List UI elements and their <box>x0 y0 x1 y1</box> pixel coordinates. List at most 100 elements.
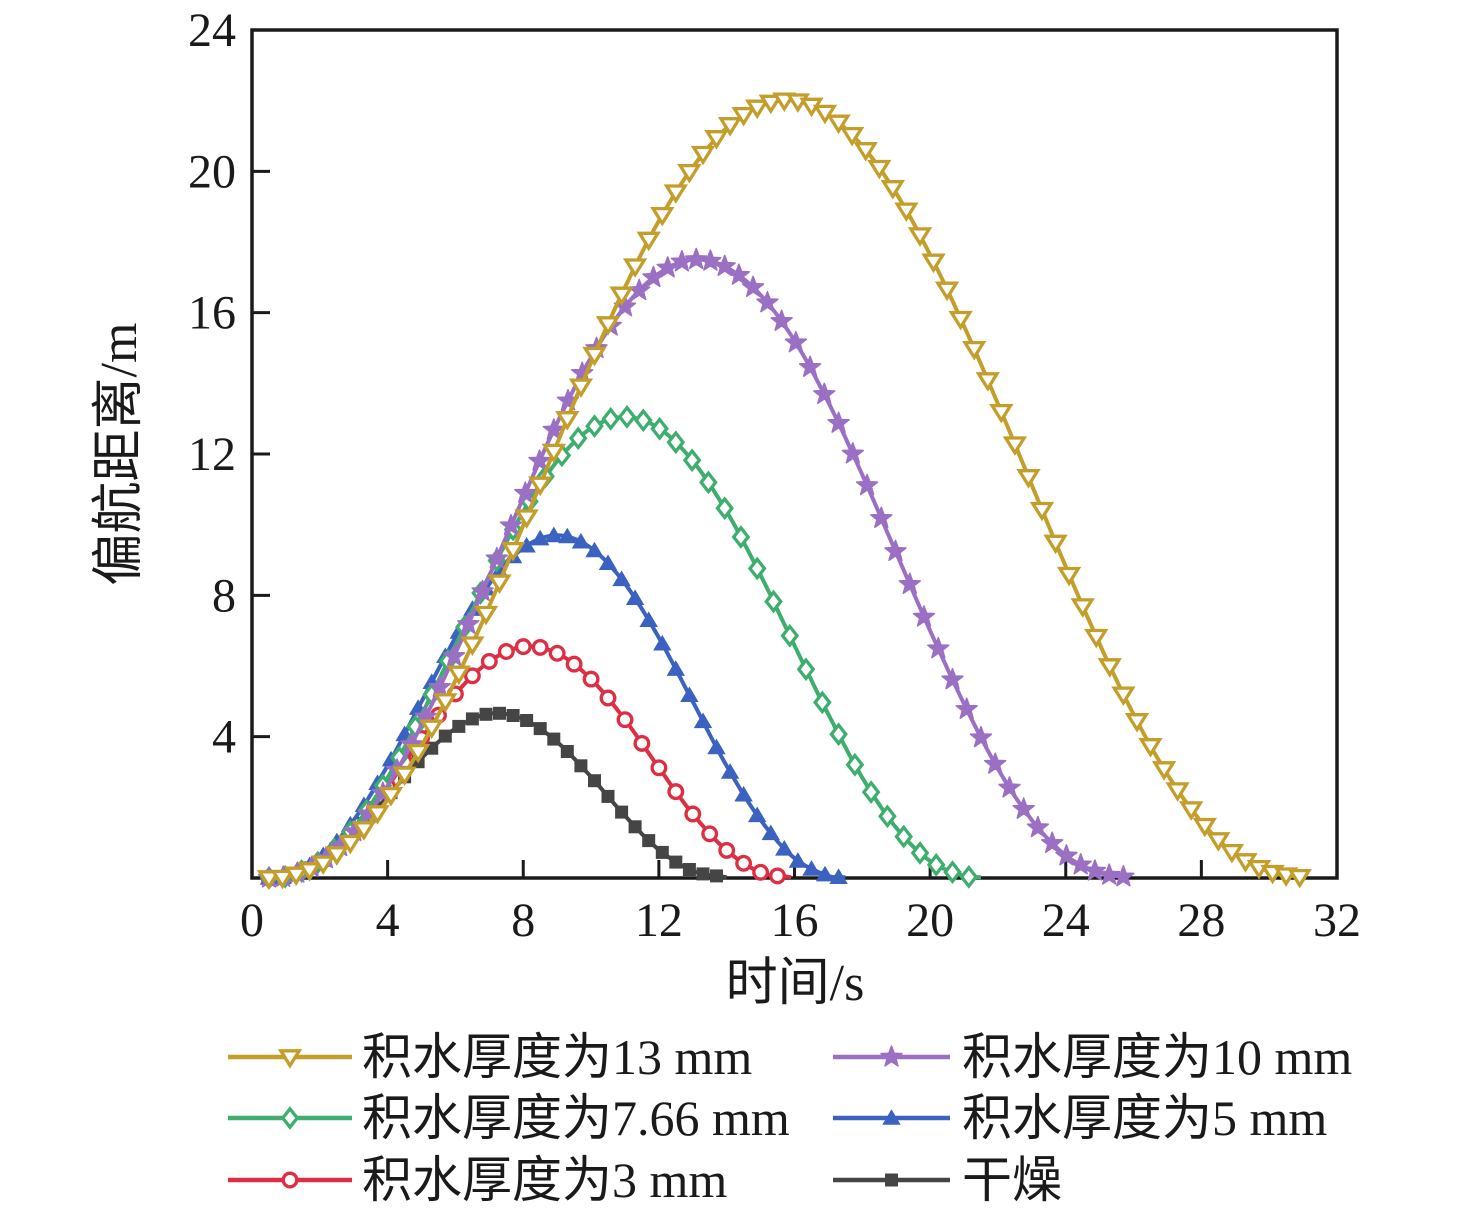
circle-open-marker <box>752 863 770 881</box>
square-filled-marker <box>506 709 520 722</box>
triangle-down-open-marker <box>351 821 377 841</box>
circle-open-marker <box>281 1171 299 1189</box>
triangle-up-filled-marker <box>585 541 604 558</box>
triangle-up-filled-marker <box>748 806 767 823</box>
triangle-down-open-marker <box>1016 469 1041 489</box>
star-filled-marker <box>855 473 879 496</box>
circle-open-marker <box>565 655 583 673</box>
x-tick-label: 4 <box>376 894 400 947</box>
star-filled-marker <box>927 636 950 659</box>
diamond-open-marker <box>682 448 702 473</box>
circle-open-marker <box>684 805 702 823</box>
y-tick-label: 12 <box>188 428 236 481</box>
star-filled-marker <box>485 546 509 569</box>
square-filled-marker <box>696 867 710 881</box>
triangle-down-open-marker <box>1111 686 1136 707</box>
square-filled-marker <box>628 820 642 834</box>
triangle-up-filled-marker <box>558 527 577 544</box>
star-filled-marker <box>969 725 993 748</box>
triangle-down-open-marker <box>365 805 390 825</box>
star-filled-marker <box>955 697 978 719</box>
square-filled-marker <box>479 707 493 721</box>
triangle-up-filled-marker <box>693 712 713 729</box>
diamond-open-marker <box>280 1106 300 1130</box>
square-filled-marker <box>547 732 561 746</box>
star-filled-marker <box>499 513 523 536</box>
star-filled-marker <box>1055 844 1078 866</box>
star-filled-marker <box>798 355 822 377</box>
diamond-open-marker <box>959 865 979 889</box>
legend-label-5mm: 积水厚度为5 mm <box>962 1090 1327 1146</box>
circle-open-marker <box>497 643 515 660</box>
diamond-open-marker <box>715 496 734 521</box>
triangle-down-open-marker <box>514 509 539 529</box>
square-filled-marker <box>493 706 506 720</box>
triangle-down-open-marker <box>907 227 933 247</box>
triangle-down-open-marker <box>311 855 336 876</box>
triangle-down-open-marker <box>867 159 892 180</box>
triangle-down-open-marker <box>1287 868 1312 889</box>
triangle-down-open-marker <box>1151 761 1177 781</box>
x-tick-label: 24 <box>1042 894 1090 947</box>
square-filled-marker <box>533 722 547 736</box>
legend-item-13mm: 积水厚度为13 mm <box>228 1029 752 1085</box>
triangle-down-open-marker <box>989 403 1014 424</box>
star-filled-marker <box>870 506 893 528</box>
triangle-down-open-marker <box>677 163 702 184</box>
triangle-down-open-marker <box>812 104 838 125</box>
triangle-down-open-marker <box>256 870 282 890</box>
triangle-down-open-marker <box>826 114 851 135</box>
triangle-up-filled-marker <box>612 570 631 587</box>
square-filled-marker <box>520 714 534 727</box>
star-filled-marker <box>1026 815 1050 838</box>
triangle-up-filled-marker <box>815 865 835 882</box>
triangle-down-open-marker <box>650 206 675 227</box>
legend-item-5mm: 积水厚度为5 mm <box>833 1090 1327 1146</box>
legend-item-dry: 干燥 <box>833 1152 1062 1208</box>
circle-open-marker <box>718 841 736 859</box>
star-filled-marker <box>1012 797 1035 819</box>
triangle-down-open-marker <box>419 719 444 740</box>
square-filled-marker <box>615 805 629 819</box>
triangle-up-filled-marker <box>653 634 672 651</box>
triangle-up-filled-marker <box>639 611 658 627</box>
plot-area: 0 4 8 12 16 20 24 28 32 4 8 12 16 20 24 <box>188 4 1361 947</box>
triangle-down-open-marker <box>433 693 458 713</box>
star-filled-marker <box>1069 853 1092 875</box>
triangle-down-open-marker <box>690 145 716 166</box>
star-filled-marker <box>813 382 836 405</box>
triangle-down-open-marker <box>1029 501 1055 522</box>
triangle-down-open-marker <box>338 834 363 855</box>
diamond-open-marker <box>650 416 669 441</box>
series-13mm <box>256 92 1312 890</box>
star-filled-marker <box>1083 859 1107 881</box>
diamond-open-marker <box>894 824 913 849</box>
legend-item-3mm: 积水厚度为3 mm <box>228 1152 727 1208</box>
triangle-down-open-marker <box>717 117 743 137</box>
triangle-down-open-marker <box>487 574 512 595</box>
triangle-down-open-marker <box>270 869 295 890</box>
triangle-down-open-marker <box>582 346 607 367</box>
triangle-down-open-marker <box>1043 534 1068 555</box>
triangle-down-open-marker <box>609 286 634 307</box>
star-filled-marker <box>1040 831 1064 853</box>
diamond-open-marker <box>568 426 588 451</box>
triangle-up-filled-marker <box>734 785 753 802</box>
triangle-up-filled-marker <box>788 852 808 868</box>
star-filled-marker <box>770 309 793 331</box>
legend-label-3mm: 积水厚度为3 mm <box>362 1152 727 1208</box>
square-filled-marker <box>438 729 452 743</box>
legend-label-dry: 干燥 <box>962 1152 1062 1208</box>
legend-label-10mm: 积水厚度为10 mm <box>962 1029 1352 1085</box>
star-filled-marker <box>1097 863 1121 885</box>
circle-open-marker <box>735 854 753 872</box>
triangle-down-open-marker <box>745 99 770 120</box>
diamond-open-marker <box>829 722 848 747</box>
triangle-up-filled-marker <box>531 529 550 546</box>
triangle-down-open-marker <box>1070 598 1095 618</box>
y-axis-title: 偏航距离/m <box>91 323 148 586</box>
diamond-open-marker <box>878 804 897 829</box>
square-filled-marker <box>655 845 669 859</box>
star-filled-marker <box>528 449 551 471</box>
